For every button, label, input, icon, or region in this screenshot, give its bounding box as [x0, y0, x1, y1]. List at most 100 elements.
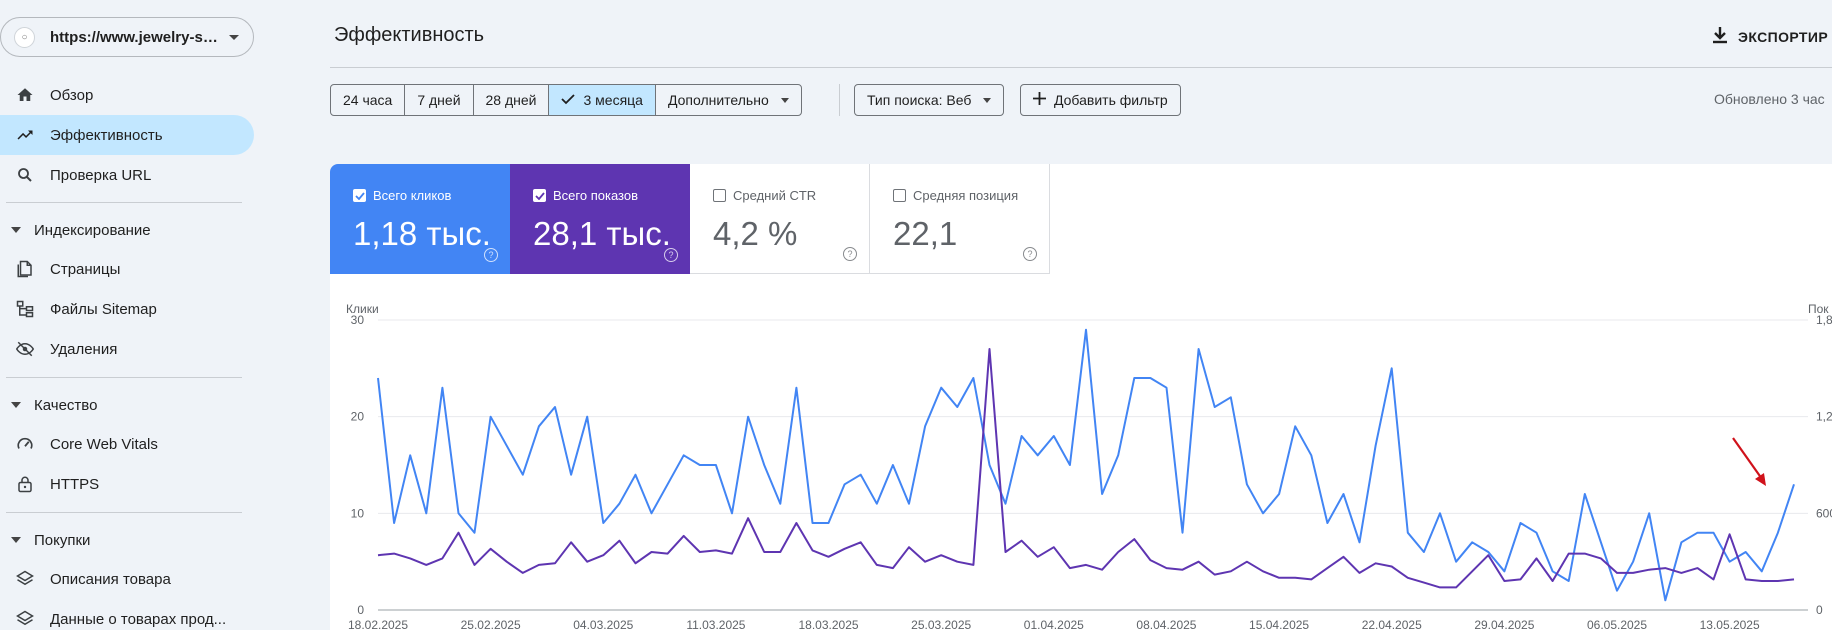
impressions-series-line	[377, 348, 1795, 589]
date-range-more-dropdown[interactable]: Дополнительно	[656, 85, 801, 115]
date-range-selector: 24 часа 7 дней 28 дней 3 месяца Дополнит…	[330, 84, 802, 116]
left-tick-label: 20	[351, 410, 365, 424]
sidebar-item-pages[interactable]: Страницы	[0, 249, 254, 289]
search-icon	[16, 166, 34, 184]
sidebar-section-quality[interactable]: Качество	[0, 388, 240, 422]
metric-label: Всего показов	[553, 188, 638, 203]
add-filter-label: Добавить фильтр	[1054, 92, 1168, 108]
export-label: ЭКСПОРТИР	[1738, 28, 1829, 45]
checkbox-checked-icon[interactable]	[353, 189, 366, 202]
x-tick-label: 08.04.2025	[1136, 618, 1196, 630]
x-tick-label: 13.05.2025	[1700, 618, 1760, 630]
sidebar-item-label: HTTPS	[50, 475, 100, 493]
date-range-28d[interactable]: 28 дней	[474, 85, 550, 115]
x-tick-label: 11.03.2025	[686, 618, 745, 630]
property-selector[interactable]: ○ https://www.jewelry-sh...	[0, 17, 254, 57]
sidebar-section-indexing[interactable]: Индексирование	[0, 213, 240, 247]
sidebar-divider	[6, 512, 242, 513]
sidebar-section-label: Индексирование	[34, 221, 151, 239]
layers-icon	[16, 610, 34, 628]
x-tick-label: 06.05.2025	[1587, 618, 1647, 630]
site-favicon-icon: ○	[14, 26, 35, 48]
metric-average-position[interactable]: Средняя позиция 22,1 ?	[870, 164, 1050, 274]
clicks-series-line	[377, 328, 1795, 602]
sidebar-item-label: Данные о товарах прод...	[50, 610, 227, 628]
metric-value: 22,1	[893, 215, 958, 252]
sidebar-item-url-inspection[interactable]: Проверка URL	[0, 155, 254, 195]
right-tick-label: 600	[1816, 506, 1832, 520]
left-tick-label: 0	[357, 603, 364, 617]
download-icon	[1712, 26, 1728, 47]
sidebar-item-performance[interactable]: Эффективность	[0, 115, 254, 155]
right-axis-label: Пок	[1808, 302, 1829, 316]
sidebar-item-label: Проверка URL	[50, 166, 152, 184]
date-range-7d[interactable]: 7 дней	[405, 85, 474, 115]
x-tick-label: 18.03.2025	[799, 618, 859, 630]
add-filter-button[interactable]: Добавить фильтр	[1020, 84, 1181, 116]
metric-value: 4,2 %	[713, 215, 798, 252]
performance-card: Всего кликов 1,18 тыс. ? Всего показов 2…	[330, 164, 1832, 630]
sidebar-item-label: Удаления	[50, 340, 118, 358]
search-type-filter[interactable]: Тип поиска: Веб	[854, 84, 1005, 116]
date-range-label: 3 месяца	[583, 92, 643, 108]
annotation-arrow	[1732, 437, 1766, 486]
sitemap-icon	[16, 300, 34, 318]
page-title: Эффективность	[334, 24, 485, 46]
speed-icon	[16, 435, 34, 453]
help-icon[interactable]: ?	[843, 247, 857, 261]
sidebar-section-shopping[interactable]: Покупки	[0, 523, 240, 557]
metric-average-ctr[interactable]: Средний CTR 4,2 % ?	[690, 164, 870, 274]
metric-total-impressions[interactable]: Всего показов 28,1 тыс. ?	[510, 164, 690, 274]
x-tick-label: 29.04.2025	[1474, 618, 1534, 630]
x-tick-label: 18.02.2025	[348, 618, 408, 630]
metric-total-clicks[interactable]: Всего кликов 1,18 тыс. ?	[330, 164, 510, 274]
left-axis-label: Клики	[346, 302, 379, 316]
date-range-3m[interactable]: 3 месяца	[549, 85, 656, 115]
metric-label: Всего кликов	[373, 188, 452, 203]
sidebar-item-label: Файлы Sitemap	[50, 300, 157, 318]
x-tick-label: 15.04.2025	[1249, 618, 1309, 630]
header-divider	[330, 67, 1832, 68]
right-tick-label: 0	[1816, 603, 1823, 617]
checkbox-unchecked-icon[interactable]	[893, 189, 906, 202]
property-url: https://www.jewelry-sh...	[50, 28, 219, 46]
sidebar-item-removals[interactable]: Удаления	[0, 329, 254, 369]
x-tick-label: 22.04.2025	[1362, 618, 1422, 630]
collapse-triangle-icon	[11, 227, 21, 233]
sidebar-item-overview[interactable]: Обзор	[0, 75, 254, 115]
lock-icon	[16, 475, 34, 493]
sidebar-item-product-snippets[interactable]: Описания товара	[0, 559, 254, 599]
chevron-down-icon	[983, 97, 992, 103]
performance-chart[interactable]: Клики Пок 0 10 20 30 0 600 1,2 т 1,8 т 18.02.2…	[330, 274, 1832, 630]
sidebar-item-sitemaps[interactable]: Файлы Sitemap	[0, 289, 254, 329]
collapse-triangle-icon	[11, 402, 21, 408]
collapse-triangle-icon	[11, 537, 21, 543]
export-button[interactable]: ЭКСПОРТИР	[1712, 26, 1828, 47]
help-icon[interactable]: ?	[1023, 247, 1037, 261]
layers-icon	[16, 570, 34, 588]
help-icon[interactable]: ?	[664, 248, 678, 262]
filter-separator	[839, 84, 840, 116]
home-icon	[16, 86, 34, 104]
more-label: Дополнительно	[667, 92, 769, 108]
checkbox-checked-icon[interactable]	[533, 189, 546, 202]
sidebar-item-core-web-vitals[interactable]: Core Web Vitals	[0, 424, 254, 464]
sidebar-item-merchant-listings[interactable]: Данные о товарах прод...	[0, 599, 254, 630]
sidebar-section-label: Качество	[34, 396, 98, 414]
sidebar-item-label: Обзор	[50, 86, 94, 104]
chevron-down-icon	[229, 34, 239, 40]
sidebar-item-https[interactable]: HTTPS	[0, 464, 254, 504]
left-tick-label: 10	[351, 506, 365, 520]
sidebar-divider	[6, 377, 242, 378]
metric-label: Средний CTR	[733, 188, 817, 203]
sidebar-item-label: Core Web Vitals	[50, 435, 158, 453]
plus-icon	[1033, 92, 1046, 108]
sidebar-item-label: Страницы	[50, 260, 121, 278]
x-tick-label: 25.03.2025	[911, 618, 971, 630]
date-range-24h[interactable]: 24 часа	[331, 85, 406, 115]
help-icon[interactable]: ?	[484, 248, 498, 262]
eye-off-icon	[16, 340, 34, 358]
trending-up-icon	[16, 126, 34, 144]
sidebar-section-label: Покупки	[34, 531, 91, 549]
checkbox-unchecked-icon[interactable]	[713, 189, 726, 202]
